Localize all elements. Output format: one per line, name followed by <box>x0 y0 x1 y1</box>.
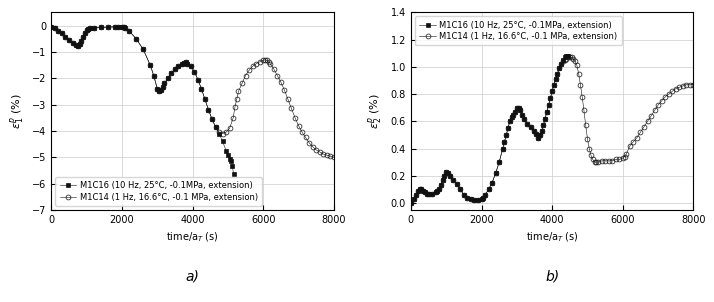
X-axis label: time/a$_T$ (s): time/a$_T$ (s) <box>526 230 578 244</box>
Y-axis label: $\varepsilon_1^p$ (%): $\varepsilon_1^p$ (%) <box>9 93 26 129</box>
M1C16 (10 Hz, 25°C, -0.1MPa, extension) <box>406 201 415 205</box>
Text: a): a) <box>186 269 199 283</box>
M1C14 (1 Hz, 16.6°C, -0.1 MPa, extension) <box>643 120 652 123</box>
Y-axis label: $\varepsilon_2^p$ (%): $\varepsilon_2^p$ (%) <box>367 93 385 129</box>
Legend: M1C16 (10 Hz, 25°C, -0.1MPa, extension), M1C14 (1 Hz, 16.6°C, -0.1 MPa, extensio: M1C16 (10 Hz, 25°C, -0.1MPa, extension),… <box>56 177 262 206</box>
M1C16 (10 Hz, 25°C, -0.1MPa, extension) <box>47 25 56 29</box>
M1C14 (1 Hz, 16.6°C, -0.1 MPa, extension) <box>502 133 511 137</box>
M1C16 (10 Hz, 25°C, -0.1MPa, extension) <box>84 27 93 31</box>
M1C16 (10 Hz, 25°C, -0.1MPa, extension) <box>208 117 216 121</box>
M1C14 (1 Hz, 16.6°C, -0.1 MPa, extension) <box>438 178 447 182</box>
M1C16 (10 Hz, 25°C, -0.1MPa, extension) <box>511 110 519 114</box>
M1C16 (10 Hz, 25°C, -0.1MPa, extension) <box>562 54 570 58</box>
M1C14 (1 Hz, 16.6°C, -0.1 MPa, extension) <box>47 25 56 29</box>
Line: M1C16 (10 Hz, 25°C, -0.1MPa, extension): M1C16 (10 Hz, 25°C, -0.1MPa, extension) <box>49 25 236 176</box>
M1C14 (1 Hz, 16.6°C, -0.1 MPa, extension) <box>565 56 574 59</box>
M1C14 (1 Hz, 16.6°C, -0.1 MPa, extension) <box>171 67 179 71</box>
M1C14 (1 Hz, 16.6°C, -0.1 MPa, extension) <box>330 156 338 159</box>
M1C14 (1 Hz, 16.6°C, -0.1 MPa, extension) <box>406 201 415 205</box>
M1C16 (10 Hz, 25°C, -0.1MPa, extension) <box>229 172 238 176</box>
M1C14 (1 Hz, 16.6°C, -0.1 MPa, extension) <box>513 106 521 110</box>
M1C16 (10 Hz, 25°C, -0.1MPa, extension) <box>536 133 544 137</box>
M1C16 (10 Hz, 25°C, -0.1MPa, extension) <box>186 65 195 68</box>
M1C16 (10 Hz, 25°C, -0.1MPa, extension) <box>178 62 186 66</box>
M1C14 (1 Hz, 16.6°C, -0.1 MPa, extension) <box>564 56 573 59</box>
M1C16 (10 Hz, 25°C, -0.1MPa, extension) <box>564 54 573 58</box>
M1C16 (10 Hz, 25°C, -0.1MPa, extension) <box>412 193 421 197</box>
Line: M1C14 (1 Hz, 16.6°C, -0.1 MPa, extension): M1C14 (1 Hz, 16.6°C, -0.1 MPa, extension… <box>408 55 696 206</box>
X-axis label: time/a$_T$ (s): time/a$_T$ (s) <box>166 230 219 244</box>
M1C14 (1 Hz, 16.6°C, -0.1 MPa, extension) <box>111 25 119 29</box>
M1C14 (1 Hz, 16.6°C, -0.1 MPa, extension) <box>132 37 141 40</box>
Line: M1C16 (10 Hz, 25°C, -0.1MPa, extension): M1C16 (10 Hz, 25°C, -0.1MPa, extension) <box>409 54 570 205</box>
M1C16 (10 Hz, 25°C, -0.1MPa, extension) <box>558 58 567 62</box>
M1C16 (10 Hz, 25°C, -0.1MPa, extension) <box>82 28 91 32</box>
M1C14 (1 Hz, 16.6°C, -0.1 MPa, extension) <box>471 198 479 202</box>
M1C16 (10 Hz, 25°C, -0.1MPa, extension) <box>227 159 236 163</box>
M1C14 (1 Hz, 16.6°C, -0.1 MPa, extension) <box>689 83 698 86</box>
M1C16 (10 Hz, 25°C, -0.1MPa, extension) <box>495 160 503 164</box>
M1C14 (1 Hz, 16.6°C, -0.1 MPa, extension) <box>273 74 281 77</box>
Legend: M1C16 (10 Hz, 25°C, -0.1MPa, extension), M1C14 (1 Hz, 16.6°C, -0.1 MPa, extensio: M1C16 (10 Hz, 25°C, -0.1MPa, extension),… <box>415 17 621 45</box>
M1C14 (1 Hz, 16.6°C, -0.1 MPa, extension) <box>190 70 198 73</box>
Text: b): b) <box>545 269 559 283</box>
M1C16 (10 Hz, 25°C, -0.1MPa, extension) <box>449 178 458 182</box>
M1C14 (1 Hz, 16.6°C, -0.1 MPa, extension) <box>84 27 93 31</box>
Line: M1C14 (1 Hz, 16.6°C, -0.1 MPa, extension): M1C14 (1 Hz, 16.6°C, -0.1 MPa, extension… <box>49 24 336 160</box>
